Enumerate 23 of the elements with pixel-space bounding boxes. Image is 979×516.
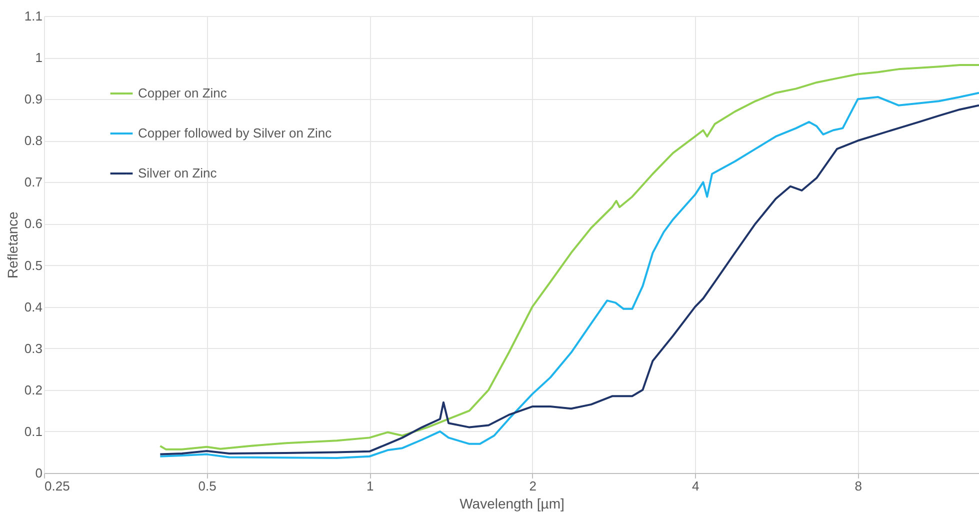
x-tick-label: 2 (529, 478, 536, 494)
y-axis-title: Refletance (4, 211, 20, 278)
y-tick-label: 0.4 (24, 299, 42, 314)
x-tick-label: 1 (366, 478, 374, 494)
y-tick-label: 0.7 (24, 174, 42, 190)
x-tick-label: 0.25 (44, 478, 70, 494)
y-tick-label: 1.1 (24, 8, 42, 24)
y-tick-label: 1 (35, 50, 42, 66)
x-tick-label: 4 (692, 478, 700, 494)
y-tick-label: 0.1 (24, 424, 42, 439)
legend-label: Copper followed by Silver on Zinc (138, 126, 332, 140)
legend-label: Copper on Zinc (138, 86, 228, 100)
y-tick-label: 0.8 (24, 133, 42, 148)
y-tick-label: 0.9 (24, 92, 42, 107)
legend-label: Silver on Zinc (138, 166, 218, 180)
y-tick-label: 0.6 (24, 216, 42, 232)
y-tick-label: 0.3 (24, 340, 42, 356)
y-tick-label: 0.2 (24, 382, 42, 398)
y-tick-label: 0.5 (24, 258, 42, 273)
x-tick-label: 0.5 (198, 478, 216, 494)
y-tick-label: 0 (35, 466, 42, 480)
x-tick-label: 8 (854, 478, 862, 494)
x-axis-title: Wavelength [µm] (460, 496, 564, 512)
